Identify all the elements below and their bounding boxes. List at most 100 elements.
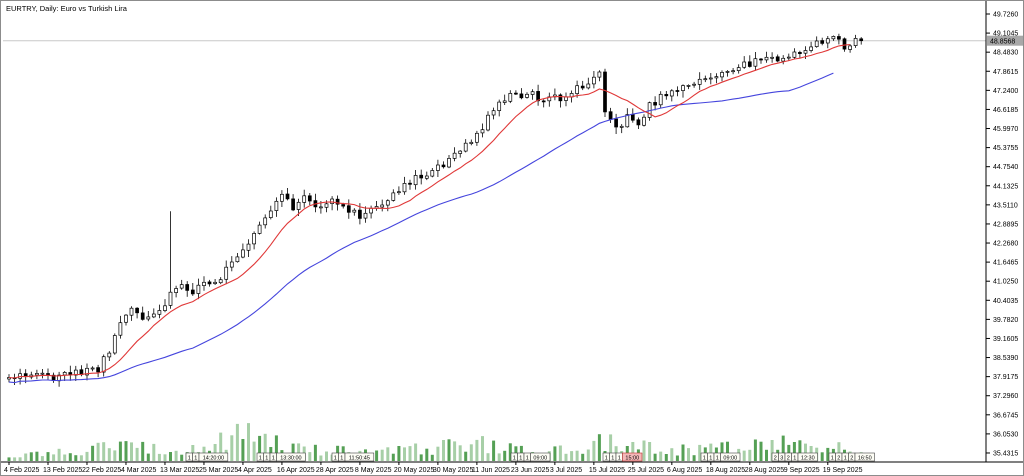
- candle: [185, 281, 190, 297]
- event-marker[interactable]: 1 1 11:50:45: [331, 452, 375, 462]
- candle-body: [486, 114, 490, 131]
- candle-body: [586, 83, 591, 89]
- volume-bar: [235, 423, 239, 461]
- volume-bar: [447, 439, 451, 461]
- candle: [280, 190, 284, 207]
- date-tick-label: 18 Aug 2025: [706, 467, 745, 474]
- candle: [725, 70, 730, 77]
- candle-body: [502, 100, 507, 103]
- date-tick-label: 4 Mar 2025: [121, 467, 157, 474]
- candle: [619, 124, 624, 134]
- volume-bar: [118, 441, 122, 461]
- event-cell-label: 1: [334, 455, 337, 461]
- volume-bar: [397, 446, 401, 461]
- candle: [848, 44, 852, 53]
- candle-body: [558, 94, 563, 102]
- candle-body: [118, 322, 123, 336]
- date-tick-label: 9 Sep 2025: [784, 467, 820, 474]
- price-tick-label: 38.5390: [993, 355, 1018, 362]
- candle: [630, 108, 635, 123]
- candle-body: [140, 312, 145, 320]
- candle-body: [363, 212, 368, 219]
- candle: [514, 90, 518, 95]
- date-tick-label: 25 Mar 2025: [199, 467, 238, 474]
- volume-bar: [820, 452, 824, 461]
- event-cell-label: 2: [774, 455, 777, 461]
- date-tick-label: 20 May 2025: [394, 467, 435, 474]
- candle: [547, 92, 552, 107]
- volume-bar: [564, 453, 568, 461]
- candle: [786, 53, 791, 61]
- candle-body: [268, 210, 273, 218]
- event-cell-label: 1: [703, 455, 706, 461]
- volume-bar: [113, 450, 117, 461]
- candle: [291, 194, 295, 212]
- candle: [224, 260, 229, 285]
- event-marker[interactable]: 1 1 1 13:30:00: [256, 452, 306, 462]
- volume-bar: [52, 454, 56, 461]
- candle: [346, 199, 351, 219]
- candle-body: [224, 266, 229, 280]
- volume-bar: [804, 443, 807, 461]
- candle: [463, 139, 468, 153]
- price-tick-label: 47.2400: [993, 88, 1018, 95]
- volume-bar: [130, 442, 133, 461]
- volume-bar: [458, 445, 462, 461]
- candle: [775, 54, 780, 63]
- event-cell-label: 16:50: [858, 455, 872, 461]
- candle: [96, 364, 100, 378]
- candle-body: [46, 373, 50, 376]
- candle-body: [296, 201, 301, 210]
- candle-body: [291, 198, 295, 211]
- candle-body: [246, 243, 251, 251]
- volume-bar: [475, 439, 479, 461]
- volume-bar: [403, 447, 406, 461]
- candle-body: [346, 205, 351, 213]
- ma-slow-line: [8, 72, 834, 384]
- price-axis[interactable]: 49.7260 49.1045 48.4830 47.8615 47.2400 46.61…: [986, 12, 1018, 458]
- candle: [798, 50, 802, 58]
- candle: [424, 171, 429, 181]
- candle: [241, 243, 245, 259]
- event-marker[interactable]: 1 1 14:20:00: [185, 452, 229, 462]
- price-tick-label: 42.2680: [993, 241, 1018, 248]
- candle-body: [859, 38, 864, 42]
- event-cell: [530, 452, 551, 462]
- candle-body: [530, 91, 535, 95]
- volume-bar: [79, 455, 83, 461]
- event-cell-label: 1: [340, 455, 343, 461]
- event-marker[interactable]: 1 1 1 09:00: [510, 452, 551, 462]
- volume-bar: [558, 445, 562, 461]
- volume-bar: [35, 451, 39, 461]
- candle: [831, 35, 836, 41]
- calendar-event-markers[interactable]: 1 1 14:20:00 1 1 1 13:30:00 1 1 11:50:45 1 1 1 09:00 1…: [185, 452, 875, 462]
- candle: [163, 299, 167, 313]
- candle: [491, 107, 496, 120]
- time-axis[interactable]: 4 Feb 2025 13 Feb 2025 22 Feb 2025 4 Mar 20…: [4, 462, 863, 474]
- candle: [508, 90, 513, 104]
- event-marker[interactable]: 1 1 1 09:00: [700, 452, 741, 462]
- candle-body: [597, 71, 602, 78]
- candle-body: [352, 209, 357, 213]
- candle-body: [664, 94, 669, 97]
- candle: [118, 315, 123, 339]
- candle: [642, 114, 646, 127]
- event-cell-label: 2: [787, 455, 790, 461]
- candle: [174, 285, 178, 298]
- volume-bar: [597, 434, 601, 461]
- event-marker[interactable]: 1 1 1 15:00: [602, 452, 643, 462]
- candle-body: [497, 101, 502, 111]
- event-cell-label: 1: [519, 455, 522, 461]
- price-tick-label: 36.6745: [993, 412, 1018, 419]
- candle: [781, 55, 786, 65]
- candle-body: [781, 57, 786, 62]
- volume-bar: [169, 452, 172, 461]
- candle: [519, 88, 524, 100]
- volume-bar: [63, 454, 67, 461]
- event-cell-label: 1: [526, 455, 529, 461]
- volume-bar: [753, 439, 757, 461]
- event-marker[interactable]: 2 3 2 1 12:30: [771, 452, 818, 462]
- event-marker[interactable]: 1 2 1 2 16:50: [828, 452, 875, 462]
- candle: [747, 55, 752, 68]
